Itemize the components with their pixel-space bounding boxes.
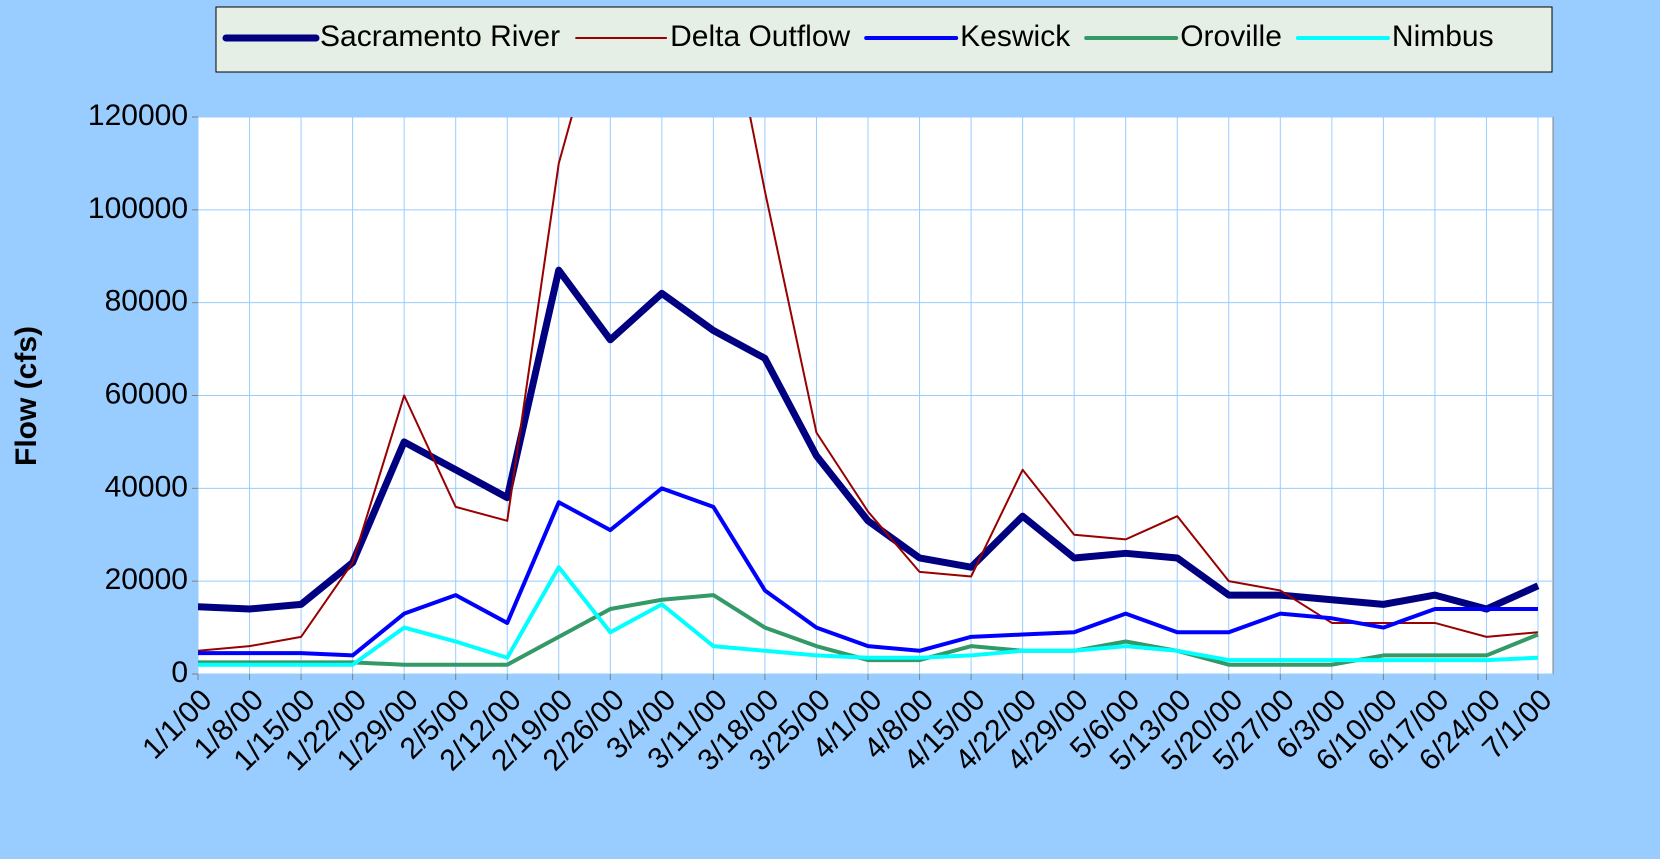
series-line: [198, 593, 1539, 667]
legend-label: Sacramento River: [320, 20, 560, 53]
legend-label: Delta Outflow: [670, 20, 850, 53]
y-tick-label: 100000: [88, 192, 188, 225]
series-line: [198, 266, 1540, 613]
series-line: [198, 486, 1538, 658]
legend-label: Oroville: [1180, 20, 1282, 53]
y-tick-label: 20000: [105, 563, 188, 596]
y-tick-label: 120000: [88, 99, 188, 132]
y-tick-label: 40000: [105, 470, 188, 503]
y-tick-label: 60000: [105, 377, 188, 410]
legend-label: Keswick: [960, 20, 1071, 53]
y-tick-label: 0: [171, 656, 188, 689]
legend-label: Nimbus: [1392, 20, 1494, 53]
series-line: [198, 117, 1539, 652]
y-axis-label: Flow (cfs): [10, 326, 43, 466]
series-line: [198, 565, 1539, 667]
y-tick-label: 80000: [105, 285, 188, 318]
